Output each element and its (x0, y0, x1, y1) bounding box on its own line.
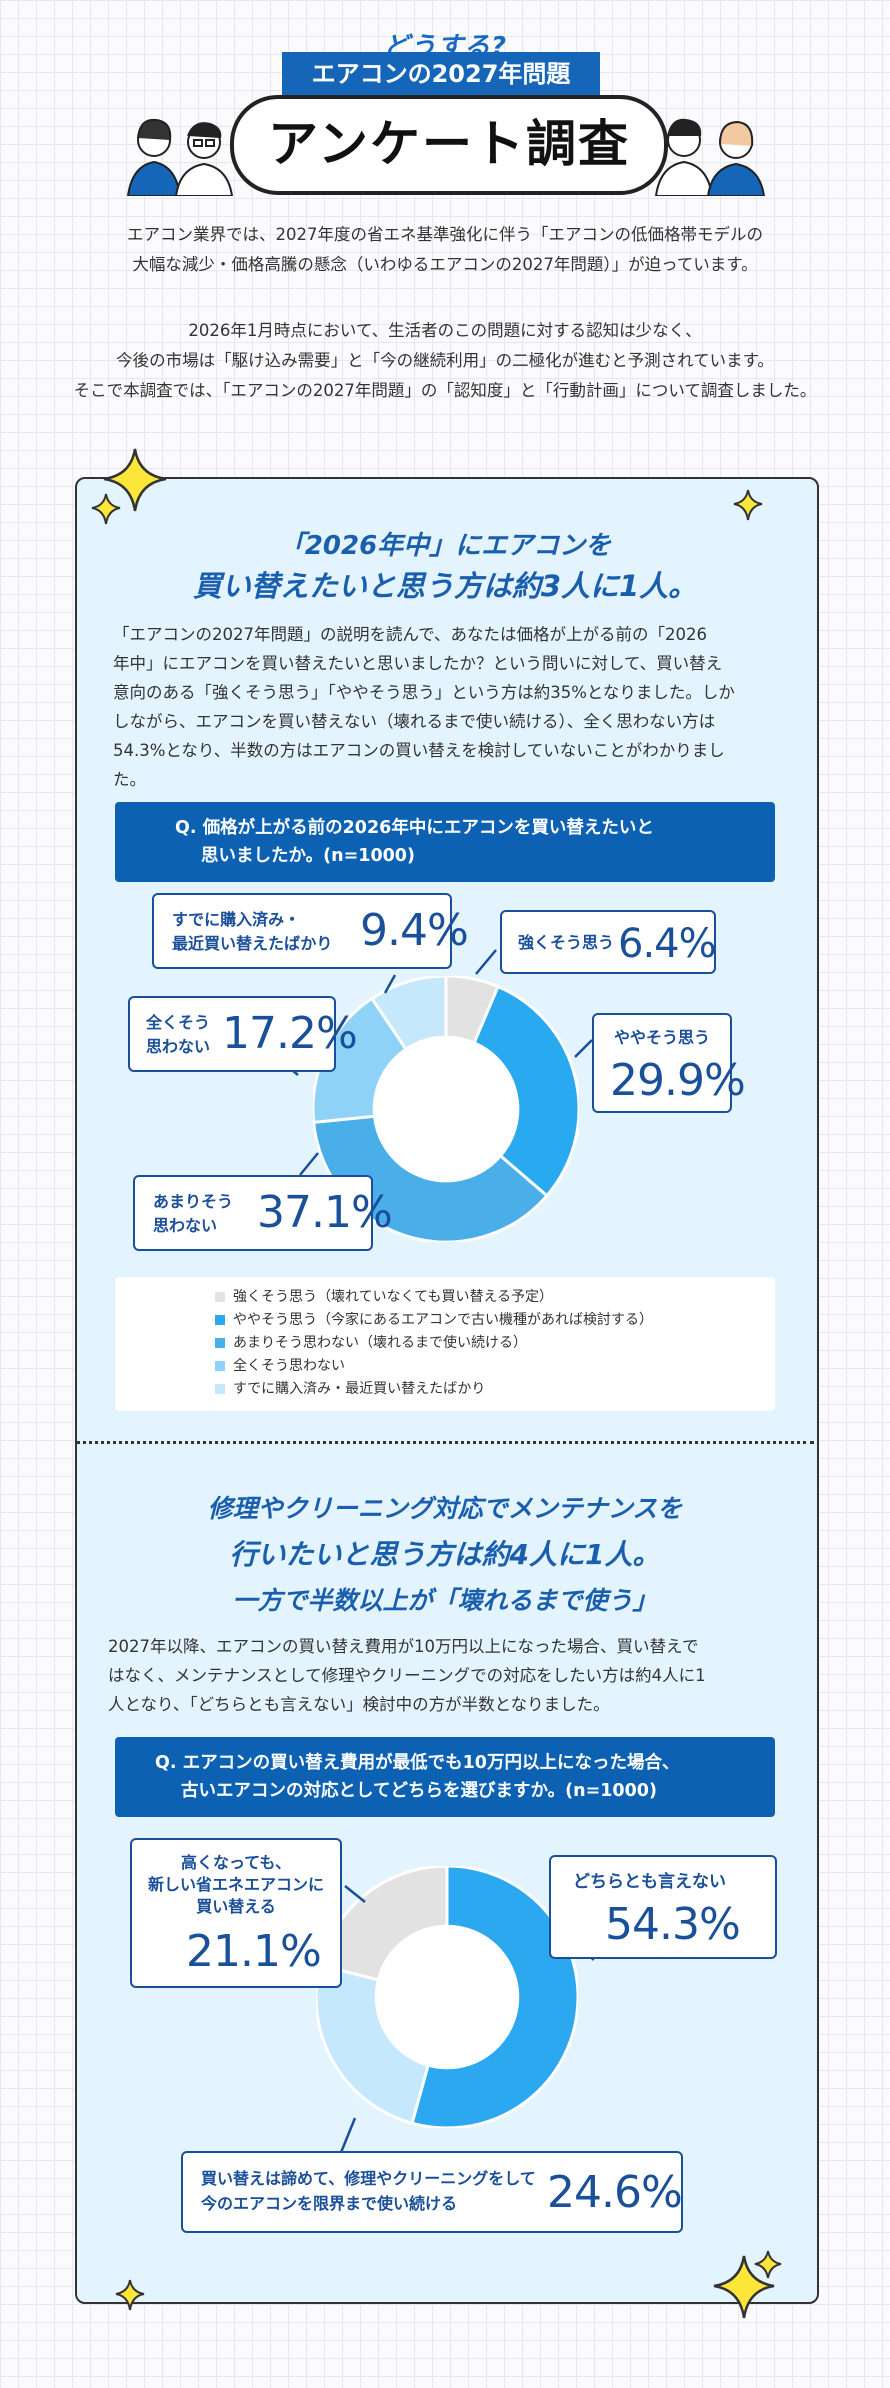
legend-label: 全くそう思わない (233, 1358, 345, 1374)
body-line: しながら、エアコンを買い替えない（壊れるまで使い続ける）、全く思わない方は (113, 712, 716, 731)
callout-value: 21.1% (186, 1926, 322, 1977)
question-line: Q. エアコンの買い替え費用が最低でも10万円以上になった場合、 (155, 1753, 680, 1773)
callout-strong: 強くそう思う 6.4% (500, 910, 717, 974)
body-line: 2027年以降、エアコンの買い替え費用が10万円以上になった場合、買い替えで (108, 1637, 699, 1656)
callout-value: 29.9% (610, 1055, 746, 1106)
body-line: 年中」にエアコンを買い替えたいと思いましたか？という問いに対して、買い替え (113, 654, 723, 673)
body-line: た。 (113, 770, 146, 789)
intro-line: 今後の市場は「駆け込み需要」と「今の継続利用」の二極化が進むと予測されています。 (116, 351, 774, 370)
chart1-legend: 強くそう思う（壊れていなくても買い替える予定） ややそう思う（今家にあるエアコン… (115, 1277, 775, 1411)
legend-swatch (215, 1315, 225, 1325)
body-line: 54.3%となり、半数の方はエアコンの買い替えを検討していないことがわかりまし (113, 741, 725, 760)
callout-label: ややそう思う (614, 1028, 711, 1047)
question-line: 思いましたか。(n=1000) (201, 846, 415, 866)
legend-swatch (215, 1361, 225, 1371)
sparkle-icon (733, 489, 763, 521)
people-illustration-right-icon (654, 118, 766, 196)
callout-value: 17.2% (222, 1008, 358, 1059)
callout-label: 強くそう思う (518, 933, 615, 952)
callout-label: どちらとも言えない (573, 1872, 726, 1892)
callout-neither: どちらとも言えない 54.3% (549, 1855, 777, 1959)
intro-line: 大幅な減少・価格高騰の懸念（いわゆるエアコンの2027年問題）」が迫っています。 (132, 255, 758, 274)
callout-already: すでに購入済み・ 最近買い替えたばかり 9.4% (152, 893, 469, 969)
intro-line: 2026年1月時点において、生活者のこの問題に対する認知は少なく、 (188, 321, 702, 340)
headline-line: 行いたいと思う方は約4人に1人。 (229, 1538, 661, 1571)
headline-line: 買い替えたいと思う方は約3人に1人。 (192, 569, 698, 603)
callout-label: 全くそう (146, 1013, 211, 1032)
callout-label: あまりそう (153, 1192, 234, 1211)
callout-replace: 高くなっても、 新しい省エネエアコンに 買い替える 21.1% (130, 1838, 342, 1988)
donut-hole (374, 1037, 518, 1181)
page-title: アンケート調査 (230, 95, 668, 195)
callout-label: 最近買い替えたばかり (172, 934, 333, 953)
legend-label: すでに購入済み・最近買い替えたばかり (233, 1381, 486, 1397)
section1-headline: 「2026年中」にエアコンを 買い替えたいと思う方は約3人に1人。 (75, 526, 815, 606)
callout-label: 思わない (146, 1037, 211, 1056)
callout-maintain: 買い替えは諦めて、修理やクリーニングをして 今のエアコンを限界まで使い続ける 2… (181, 2151, 683, 2233)
intro-line: そこで本調査では、「エアコンの2027年問題」の「認知度」と「行動計画」について… (73, 381, 817, 400)
section1-question: Q. 価格が上がる前の2026年中にエアコンを買い替えたいと 思いましたか。(n… (115, 802, 775, 882)
callout-value: 37.1% (257, 1187, 393, 1238)
callout-not-really: あまりそう 思わない 37.1% (133, 1175, 393, 1251)
callout-label: 思わない (153, 1216, 218, 1235)
legend-item: 強くそう思う（壊れていなくても買い替える予定） (215, 1287, 553, 1307)
callout-label-line: 新しい省エネエアコンに (147, 1875, 324, 1894)
sparkle-icon (91, 493, 121, 525)
sparkle-icon (713, 2255, 775, 2319)
body-line: 「エアコンの2027年問題」の説明を読んで、あなたは価格が上がる前の「2026 (113, 625, 707, 644)
sparkle-icon (103, 448, 167, 512)
sparkle-icon (115, 2279, 145, 2311)
callout-label: すでに購入済み・ (172, 910, 301, 929)
donut-chart-1 (313, 976, 579, 1242)
legend-label: ややそう思う（今家にあるエアコンで古い機種があれば検討する） (233, 1312, 653, 1328)
callout-label-line: 買い替える (196, 1897, 276, 1916)
section2-body: 2027年以降、エアコンの買い替え費用が10万円以上になった場合、買い替えで は… (108, 1632, 788, 1719)
legend-item: 全くそう思わない (215, 1356, 345, 1376)
legend-swatch (215, 1338, 225, 1348)
body-line: 人となり、「どちらとも言えない」検討中の方が半数となりました。 (108, 1695, 610, 1714)
legend-swatch (215, 1384, 225, 1394)
donut-hole (376, 1926, 518, 2068)
body-line: 意向のある「強くそう思う」「ややそう思う」という方は約35%となりました。しか (113, 683, 735, 702)
header-subtitle: エアコンの2027年問題 (282, 52, 600, 96)
headline-line: 修理やクリーニング対応でメンテナンスを (207, 1494, 683, 1523)
intro-paragraph-1: エアコン業界では、2027年度の省エネ基準強化に伴う「エアコンの低価格帯モデルの… (20, 220, 870, 280)
legend-label: あまりそう思わない（壊れるまで使い続ける） (233, 1335, 527, 1351)
callout-value: 9.4% (360, 905, 469, 956)
legend-item: すでに購入済み・最近買い替えたばかり (215, 1379, 485, 1399)
callout-label-line: 高くなっても、 (181, 1853, 291, 1872)
question-line: 古いエアコンの対応としてどちらを選びますか。(n=1000) (181, 1781, 657, 1801)
headline-line: 「2026年中」にエアコンを (278, 531, 612, 561)
section2-question: Q. エアコンの買い替え費用が最低でも10万円以上になった場合、 古いエアコンの… (115, 1737, 775, 1817)
section2-headline: 修理やクリーニング対応でメンテナンスを 行いたいと思う方は約4人に1人。 一方で… (75, 1486, 815, 1624)
callout-value: 54.3% (605, 1899, 741, 1950)
callout-label: 買い替えは諦めて、修理やクリーニングをして (201, 2169, 536, 2188)
callout-value: 6.4% (618, 921, 717, 967)
body-line: はなく、メンテナンスとして修理やクリーニングでの対応をしたい方は約4人に1 (108, 1666, 706, 1685)
callout-not-at-all: 全くそう 思わない 17.2% (128, 996, 358, 1072)
legend-item: ややそう思う（今家にあるエアコンで古い機種があれば検討する） (215, 1310, 653, 1330)
intro-line: エアコン業界では、2027年度の省エネ基準強化に伴う「エアコンの低価格帯モデルの (127, 225, 763, 244)
people-illustration-left-icon (126, 118, 234, 196)
callout-somewhat: ややそう思う 29.9% (592, 1013, 746, 1113)
question-line: Q. 価格が上がる前の2026年中にエアコンを買い替えたいと (175, 818, 654, 838)
sparkle-icon (754, 2250, 782, 2279)
legend-label: 強くそう思う（壊れていなくても買い替える予定） (233, 1289, 554, 1305)
callout-label: 高くなっても、 新しい省エネエアコンに 買い替える (132, 1852, 340, 1918)
legend-swatch (215, 1292, 225, 1302)
callout-label: 今のエアコンを限界まで使い続ける (201, 2194, 458, 2213)
section-divider (76, 1441, 814, 1444)
legend-item: あまりそう思わない（壊れるまで使い続ける） (215, 1333, 527, 1353)
intro-paragraph-2: 2026年1月時点において、生活者のこの問題に対する認知は少なく、 今後の市場は… (20, 316, 870, 406)
section1-body: 「エアコンの2027年問題」の説明を読んで、あなたは価格が上がる前の「2026 … (113, 620, 778, 794)
callout-value: 24.6% (547, 2167, 683, 2218)
headline-line: 一方で半数以上が「壊れるまで使う」 (232, 1586, 658, 1615)
